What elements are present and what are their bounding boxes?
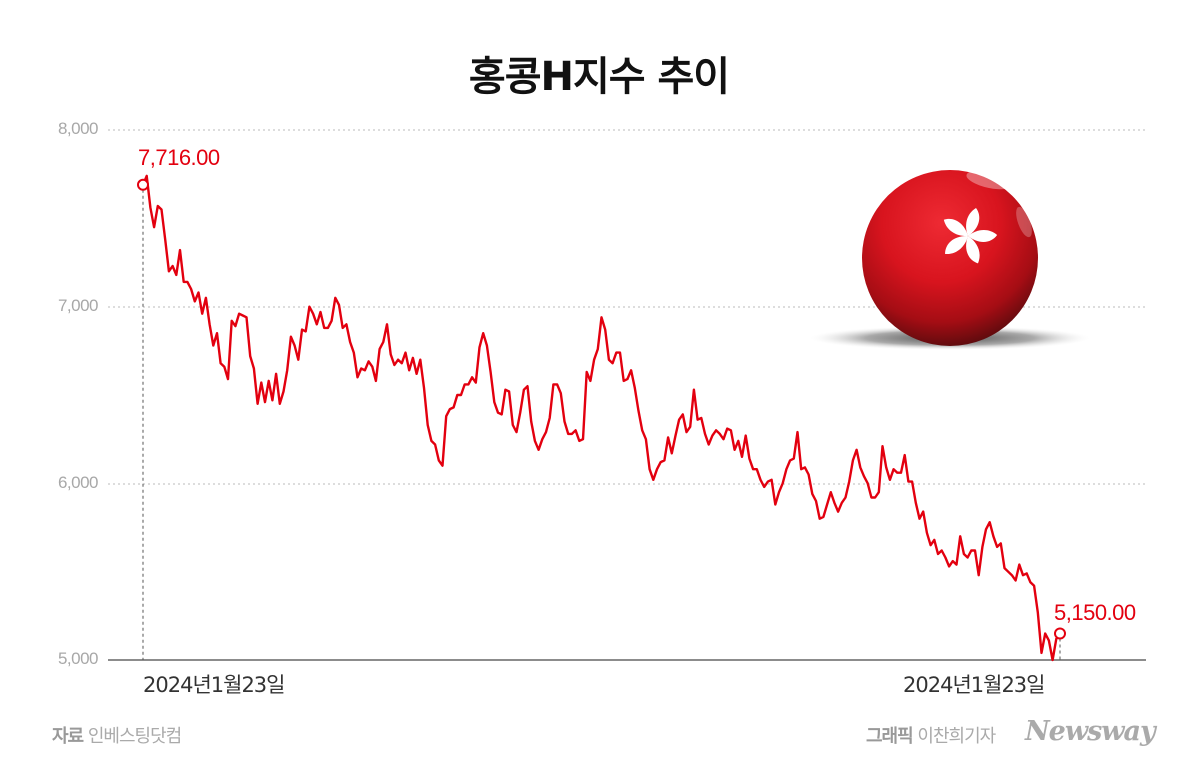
end-point-marker [1054,627,1066,640]
index-line [141,174,1061,662]
x-tick-start: 2024년1월23일 [143,673,285,697]
y-tick-6000: 6,000 [57,473,99,492]
credit-label: 그래픽 [866,726,914,747]
start-value-label: 7,716.00 [138,145,220,170]
end-value-label: 5,150.00 [1054,600,1136,625]
source-value: 인베스팅닷컴 [87,726,182,747]
credit-value: 이찬희기자 [917,726,996,747]
y-tick-8000: 8,000 [57,119,99,138]
hong-kong-flag-sphere-icon [810,170,1090,350]
x-tick-end: 2024년1월23일 [903,673,1045,697]
chart-title: 홍콩H지수 추이 [468,54,730,100]
source-note: 자료 인베스팅닷컴 [52,722,182,748]
y-tick-7000: 7,000 [57,296,99,315]
newsway-logo: Newsway [1025,716,1156,747]
source-label: 자료 [52,726,84,747]
credit-note: 그래픽 이찬희기자 [866,722,996,748]
y-tick-5000: 5,000 [57,649,99,668]
start-point-marker [137,178,149,191]
